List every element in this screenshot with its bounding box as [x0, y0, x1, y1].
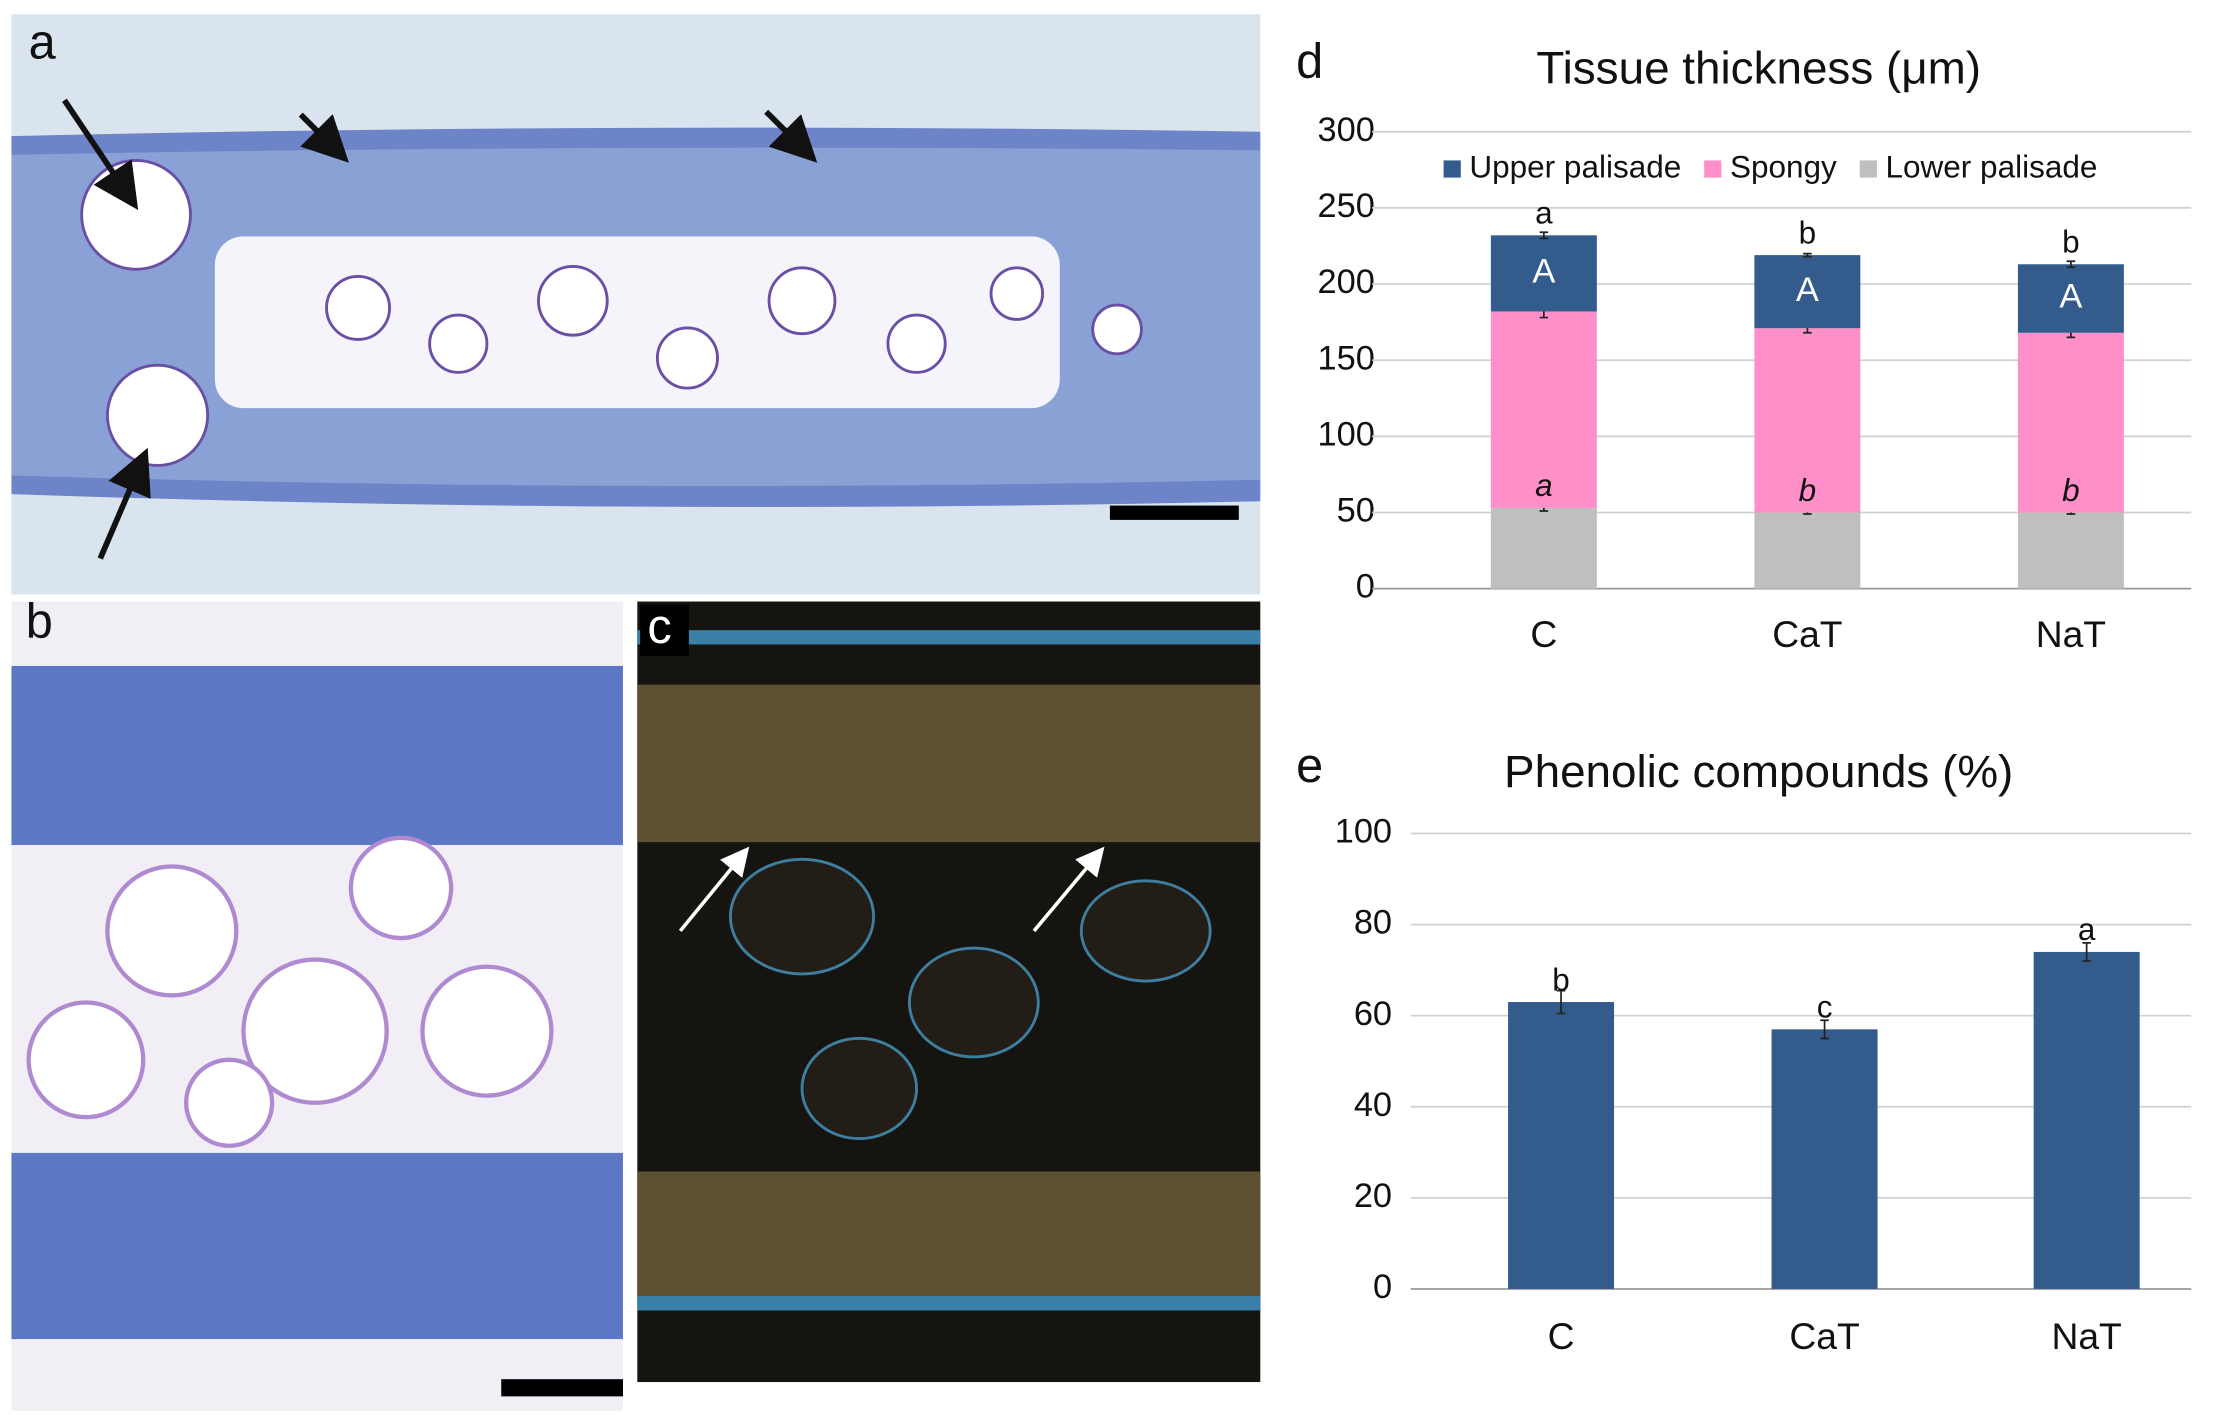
- significance-letter: b: [2062, 224, 2080, 260]
- legend-swatch: [1859, 160, 1877, 178]
- y-tick-label: 0: [1356, 568, 1375, 606]
- x-tick-label: C: [1548, 1315, 1575, 1357]
- significance-letter: b: [2062, 472, 2080, 508]
- micrograph-a: [11, 14, 1261, 595]
- significance-letter: a: [2078, 911, 2096, 947]
- chart-title: Phenolic compounds (%): [1504, 746, 2013, 797]
- y-tick-label: 0: [1373, 1268, 1392, 1306]
- bar-segment: [1490, 235, 1597, 312]
- bar-segment: [1490, 311, 1597, 508]
- y-tick-label: 80: [1354, 904, 1392, 942]
- error-bar: [1803, 252, 1812, 258]
- chart-title: Tissue thickness (μm): [1536, 43, 1981, 94]
- y-tick-label: 300: [1318, 111, 1375, 149]
- y-tick-label: 20: [1354, 1177, 1392, 1215]
- y-tick-label: 150: [1318, 339, 1375, 377]
- x-tick-label: CaT: [1772, 613, 1842, 655]
- y-tick-label: 50: [1337, 492, 1375, 530]
- y-tick-label: 250: [1318, 187, 1375, 225]
- error-bar: [2082, 941, 2091, 962]
- significance-letter: A: [1796, 271, 1819, 309]
- panel-label: a: [29, 16, 57, 70]
- panel-label: b: [26, 594, 53, 648]
- bar-segment: [1490, 507, 1597, 589]
- legend-swatch: [1443, 160, 1461, 178]
- bar-segment: [1754, 255, 1861, 329]
- bar-segment: [2033, 951, 2140, 1289]
- error-bar: [1539, 231, 1549, 240]
- bar-segment: [2017, 264, 2124, 333]
- x-tick-label: NaT: [2036, 613, 2106, 655]
- significance-letter: a: [1535, 195, 1553, 231]
- bar-segment: [1508, 1002, 1615, 1289]
- significance-letter: b: [1799, 214, 1817, 250]
- y-tick-label: 200: [1318, 263, 1375, 301]
- significance-letter: b: [1552, 961, 1570, 997]
- y-tick-label: 100: [1335, 813, 1392, 851]
- legend-swatch: [1704, 160, 1722, 178]
- significance-letter: A: [1532, 252, 1555, 290]
- error-bar: [1820, 1019, 1829, 1040]
- y-tick-label: 40: [1354, 1086, 1392, 1124]
- micrograph-b: [11, 601, 623, 1411]
- x-tick-label: C: [1530, 613, 1557, 655]
- significance-letter: A: [2059, 278, 2082, 316]
- legend-label: Spongy: [1730, 148, 1837, 184]
- x-tick-label: NaT: [2051, 1315, 2121, 1357]
- bar-segment: [1771, 1029, 1878, 1289]
- legend-label: Lower palisade: [1886, 148, 2098, 184]
- x-tick-label: CaT: [1789, 1315, 1859, 1357]
- error-bar: [2066, 260, 2076, 269]
- y-tick-label: 60: [1354, 995, 1392, 1033]
- panel-label: e: [1296, 739, 1323, 793]
- label-box: [640, 604, 689, 656]
- panel-label: d: [1296, 34, 1323, 88]
- error-bar: [1556, 989, 1566, 1015]
- significance-letter: b: [1799, 472, 1817, 508]
- bar-segment: [1754, 328, 1861, 513]
- legend-label: Upper palisade: [1469, 148, 1681, 184]
- bar-segment: [2017, 332, 2124, 513]
- bar-segment: [1754, 512, 1861, 589]
- significance-letter: a: [1535, 467, 1553, 503]
- panel-label: c: [647, 600, 671, 654]
- micrograph-c: [637, 601, 1261, 1383]
- bar-segment: [2017, 512, 2124, 589]
- significance-letter: c: [1817, 989, 1833, 1025]
- y-tick-label: 100: [1318, 415, 1375, 453]
